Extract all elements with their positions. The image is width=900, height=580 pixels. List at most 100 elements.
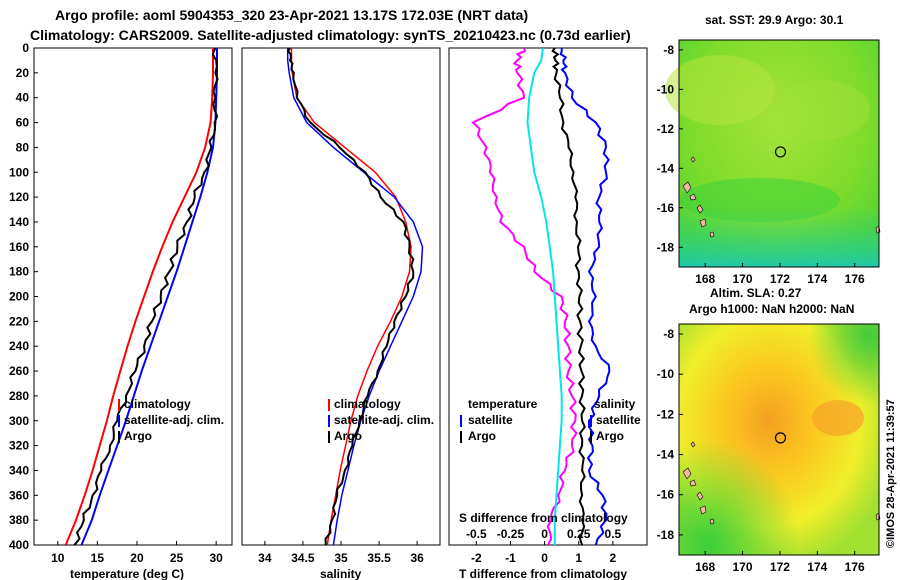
sst-map: sat. SST: 29.9 Argo: 30.1 -8 -10 -12 -14 -16… [657, 13, 881, 286]
salinity-xlabel: salinity [320, 567, 362, 580]
depth-tick-label: 320 [9, 439, 29, 453]
depth-tick-label: 80 [16, 140, 30, 154]
difference-legend: temperature satellite Argo salinity sate… [460, 397, 641, 443]
island [696, 491, 704, 501]
map-y-tick-label: -10 [657, 82, 675, 96]
sst-cool-band [679, 205, 879, 267]
depth-tick-label: 340 [9, 463, 29, 477]
x-tick-label: 34.5 [291, 551, 315, 565]
map-y-tick-label: -8 [663, 327, 674, 341]
secondary-tick-label: 0 [541, 527, 548, 541]
series-line-salinity-satellite [526, 48, 563, 545]
depth-tick-label: 400 [9, 538, 29, 552]
map-y-tick-label: -14 [657, 161, 675, 175]
difference-xlabel-secondary: S difference from climatology [459, 511, 628, 525]
legend-label-temperature-argo: Argo [468, 429, 496, 443]
secondary-tick-label: -0.5 [466, 527, 487, 541]
map-y-tick-label: -18 [657, 240, 675, 254]
header-line-2: Climatology: CARS2009. Satellite-adjuste… [30, 27, 631, 43]
depth-tick-label: 40 [16, 91, 30, 105]
series-line-salinity-argo [551, 48, 586, 545]
difference-secondary-ticks: -0.5 -0.25 0 0.25 0.5 [466, 527, 622, 541]
island [689, 193, 697, 201]
legend-label-temperature-satellite: satellite [468, 413, 513, 427]
difference-panel: -2 -1 0 1 2 T difference from climatology S … [448, 47, 648, 580]
map-x-tick-label: 172 [770, 560, 790, 574]
x-tick-label: 35 [334, 551, 348, 565]
map-x-tick-label: 174 [807, 272, 827, 286]
map-y-tick-label: -12 [657, 122, 675, 136]
legend-heading-temperature: temperature [468, 397, 538, 411]
x-tick-label: 36 [410, 551, 424, 565]
sla-islands [682, 441, 881, 525]
x-tick-label: 30 [209, 551, 223, 565]
salinity-panel: 34 34.5 35 35.5 36 salinity climatology sate… [241, 47, 441, 580]
difference-x-ticks: -2 -1 0 1 2 [471, 541, 617, 565]
legend-label-salinity-argo: Argo [596, 429, 624, 443]
x-tick-label: 25 [170, 551, 184, 565]
sst-map-frame [678, 39, 880, 268]
map-y-tick-label: -10 [657, 367, 675, 381]
sst-warm-patch [665, 55, 775, 125]
map-x-tick-label: 174 [807, 560, 827, 574]
depth-tick-label: 20 [16, 66, 30, 80]
depth-tick-label: 280 [9, 389, 29, 403]
sla-map-frame [678, 323, 880, 556]
x-tick-label: 34 [258, 551, 272, 565]
map-y-tick-label: -16 [657, 201, 675, 215]
sla-high-patch [812, 400, 864, 436]
map-x-tick-label: 176 [845, 272, 865, 286]
salinity-axes-frame [241, 47, 441, 546]
legend-label-climatology: climatology [334, 397, 401, 411]
x-tick-label: 20 [130, 551, 144, 565]
secondary-tick-label: -0.25 [497, 527, 525, 541]
series-line-argo [286, 48, 415, 545]
temperature-axes-frame [33, 47, 233, 546]
island [696, 204, 704, 214]
temperature-x-ticks: 10 15 20 25 30 [51, 541, 223, 565]
map-x-tick-label: 170 [733, 272, 753, 286]
temperature-series [64, 48, 219, 545]
legend-label-satellite: satellite-adj. clim. [334, 413, 434, 427]
series-line-argo [73, 48, 219, 545]
island [709, 518, 715, 525]
depth-tick-labels: 0 20 40 60 80 100 120 140 160 180 200 220 240 260 280 3… [9, 41, 38, 552]
legend-heading-salinity: salinity [594, 397, 636, 411]
sla-low-region [679, 324, 879, 555]
depth-tick-label: 160 [9, 240, 29, 254]
island [682, 181, 692, 194]
map-y-tick-label: -18 [657, 528, 675, 542]
sla-map-title: Altim. SLA: 0.27 [710, 286, 802, 300]
x-tick-label: -1 [505, 551, 516, 565]
legend-label-argo: Argo [124, 429, 152, 443]
depth-tick-label: 180 [9, 265, 29, 279]
sla-map-subtitle: Argo h1000: NaN h2000: NaN [689, 302, 854, 316]
salinity-legend: climatology satellite-adj. clim. Argo [328, 397, 434, 443]
series-line-satellite-adj-clim- [286, 48, 424, 545]
series-line-temperature-argo [559, 48, 611, 545]
map-x-tick-label: 176 [845, 560, 865, 574]
sst-y-ticks: -8 -10 -12 -14 -16 -18 [657, 43, 683, 254]
depth-tick-label: 220 [9, 314, 29, 328]
depth-tick-label: 140 [9, 215, 29, 229]
temperature-xlabel: temperature (deg C) [70, 567, 184, 580]
island [690, 441, 696, 448]
sst-map-title: sat. SST: 29.9 Argo: 30.1 [705, 13, 844, 27]
x-tick-label: 1 [575, 551, 582, 565]
map-x-tick-label: 168 [695, 560, 715, 574]
temperature-legend: climatology satellite-adj. clim. Argo [118, 397, 224, 443]
series-line-climatology [290, 48, 412, 545]
difference-series [471, 48, 611, 545]
imos-credit: ©IMOS 28-Apr-2021 11:39:57 [885, 399, 897, 548]
x-tick-label: 10 [51, 551, 65, 565]
island [709, 231, 715, 238]
salinity-series [286, 48, 424, 545]
map-y-tick-label: -12 [657, 407, 675, 421]
depth-tick-label: 0 [22, 41, 29, 55]
legend-label-climatology: climatology [124, 397, 191, 411]
secondary-tick-label: 0.5 [605, 527, 622, 541]
legend-label-salinity-satellite: satellite [596, 413, 641, 427]
series-line-temperature-satellite [471, 48, 578, 545]
map-x-tick-label: 170 [733, 560, 753, 574]
